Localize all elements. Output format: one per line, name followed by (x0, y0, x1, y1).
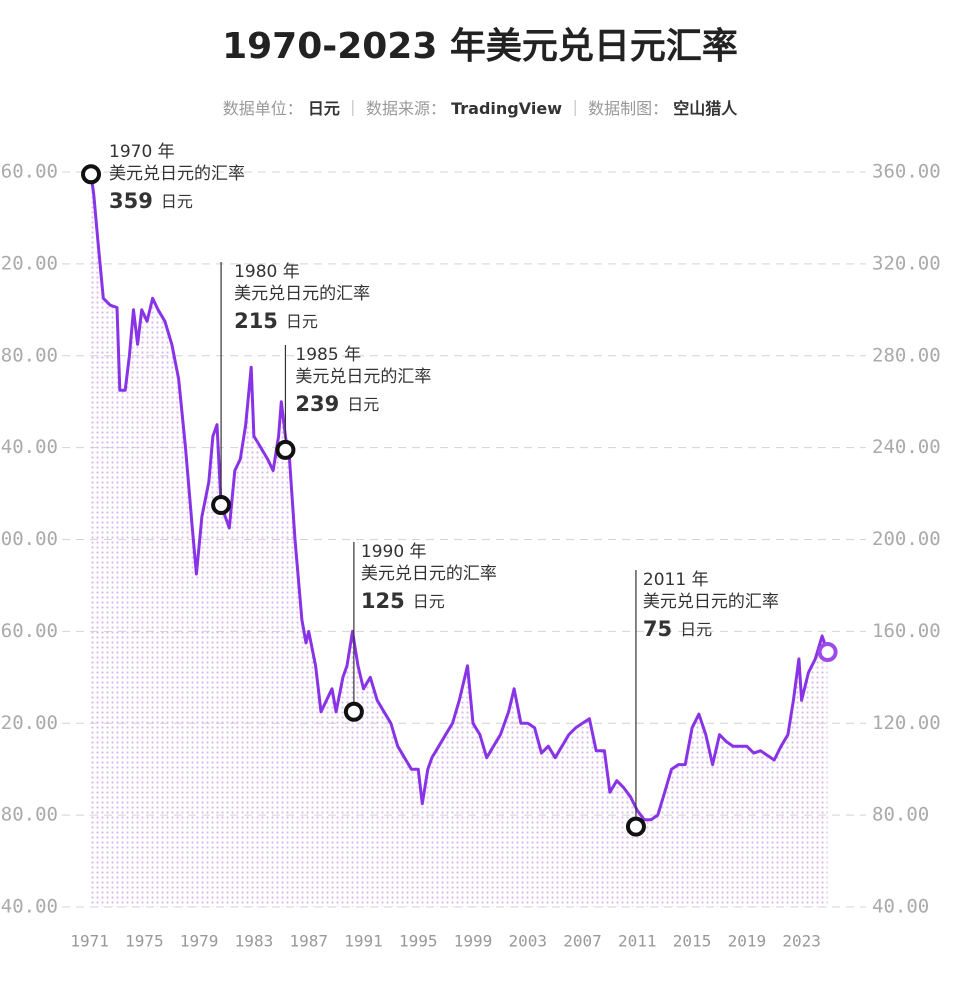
x-tick-label: 1983 (235, 932, 274, 951)
y-tick-label: 200.00 (0, 528, 58, 550)
annotation-point (275, 439, 296, 460)
y2-tick-label: 280.00 (872, 344, 941, 366)
annotation-value-group: 215 日元 (234, 309, 318, 333)
x-tick-label: 1975 (125, 932, 164, 951)
separator: ｜ (567, 99, 588, 118)
annotation-point (81, 164, 102, 185)
annotation-year: 1985 年 (295, 345, 361, 365)
x-tick-label: 2003 (509, 932, 548, 951)
annotation-text: 美元兑日元的汇率 (109, 164, 245, 184)
y2-tick-label: 200.00 (872, 528, 941, 550)
line (89, 174, 830, 822)
annotation-value-group: 359 日元 (109, 189, 193, 213)
x-tick-label: 2011 (618, 932, 657, 951)
annotation-point (343, 701, 364, 722)
annotation-value: 239 (295, 392, 339, 416)
y2-tick-label: 240.00 (872, 436, 941, 458)
x-tick-label: 1979 (180, 932, 219, 951)
x-tick-label: 2007 (563, 932, 602, 951)
annotation-value: 215 (234, 309, 278, 333)
x-tick-label: 2019 (728, 932, 767, 951)
annotation-year: 1980 年 (234, 262, 300, 282)
annotation-point (211, 495, 232, 516)
y-tick-label: 160.00 (0, 620, 58, 642)
annotation-text: 美元兑日元的汇率 (643, 592, 779, 612)
y2-tick-label: 120.00 (872, 712, 941, 734)
annotation-unit: 日元 (413, 592, 445, 611)
subtitle-label: 数据制图： (588, 99, 668, 118)
annotation-value-group: 125 日元 (361, 589, 445, 613)
annotation-text: 美元兑日元的汇率 (361, 564, 497, 584)
x-tick-label: 1995 (399, 932, 438, 951)
subtitle: 数据单位： 日元 ｜ 数据来源： TradingView ｜ 数据制图： 空山猎… (223, 99, 739, 118)
annotation-value-group: 239 日元 (295, 392, 379, 416)
annotation-value: 75 (643, 617, 672, 641)
annotation-unit: 日元 (161, 192, 193, 211)
y2-tick-label: 360.00 (872, 161, 941, 183)
annotation-text: 美元兑日元的汇率 (234, 284, 370, 304)
y2-tick-label: 40.00 (872, 896, 929, 918)
annotation-value: 125 (361, 589, 405, 613)
annotation-year: 1970 年 (109, 142, 175, 162)
annotation-point (625, 816, 646, 837)
y-tick-label: 80.00 (1, 804, 58, 826)
annotation-text: 美元兑日元的汇率 (295, 367, 431, 387)
annotation-unit: 日元 (286, 312, 318, 331)
annotation-year: 2011 年 (643, 570, 709, 590)
y-tick-label: 240.00 (0, 436, 58, 458)
x-tick-label: 2015 (673, 932, 712, 951)
separator: ｜ (345, 99, 366, 118)
y-tick-label: 40.00 (1, 896, 58, 918)
x-tick-label: 1991 (344, 932, 383, 951)
y2-tick-label: 80.00 (872, 804, 929, 826)
y-tick-label: 280.00 (0, 344, 58, 366)
subtitle-label: 数据单位： (223, 99, 303, 118)
subtitle-value: 日元 (308, 99, 340, 118)
area (91, 174, 828, 908)
annotation-value: 359 (109, 189, 153, 213)
annotation-unit: 日元 (347, 395, 379, 414)
annotation-year: 1990 年 (361, 542, 427, 562)
annotation-unit: 日元 (680, 620, 712, 639)
subtitle-value: 空山猎人 (673, 99, 738, 118)
y-tick-label: 360.00 (0, 161, 58, 183)
x-tick-label: 2023 (782, 932, 821, 951)
x-tick-label: 1987 (289, 932, 328, 951)
x-tick-label: 1971 (70, 932, 109, 951)
y-tick-label: 120.00 (0, 712, 58, 734)
annotation-value-group: 75 日元 (643, 617, 712, 641)
x-tick-label: 1999 (454, 932, 493, 951)
y2-tick-label: 320.00 (872, 252, 941, 274)
subtitle-label: 数据来源： (366, 99, 446, 118)
y2-tick-label: 160.00 (872, 620, 941, 642)
y-tick-label: 320.00 (0, 252, 58, 274)
subtitle-value: TradingView (451, 99, 562, 118)
last-point (817, 642, 838, 663)
chart-title: 1970-2023 年美元兑日元汇率 (222, 26, 738, 67)
